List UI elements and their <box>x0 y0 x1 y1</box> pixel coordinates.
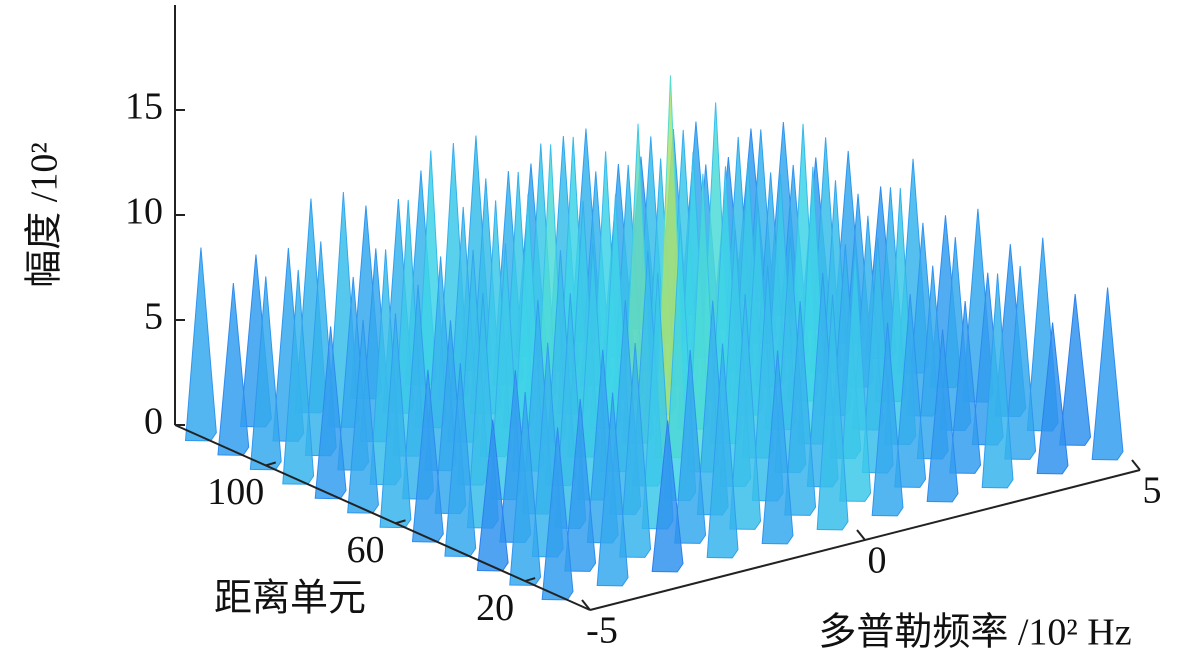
surface <box>184 75 1124 601</box>
surface-spike <box>541 427 574 601</box>
surface-spike <box>509 392 542 586</box>
surface-spike <box>894 294 927 488</box>
surface-spike <box>839 245 872 502</box>
z-tick-label: 0 <box>144 401 163 443</box>
surface-spike <box>347 319 379 514</box>
surface-spike <box>1091 287 1124 461</box>
x-tick <box>581 599 591 611</box>
y-tick <box>395 519 406 525</box>
surface-spike <box>784 301 817 516</box>
z-tick-label: 10 <box>125 191 163 233</box>
surface-spike <box>651 420 684 573</box>
surface-spike <box>729 294 762 530</box>
y-tick <box>524 577 536 583</box>
surface-spike <box>619 343 652 558</box>
surface-spike <box>981 273 1014 489</box>
surface-spike <box>871 322 904 517</box>
surface-spike <box>761 350 794 545</box>
x-axis-label: 多普勒频率 /10² Hz <box>818 612 1131 654</box>
y-tick-label: 60 <box>346 529 384 571</box>
y-tick <box>265 461 277 467</box>
surface-spike <box>1036 322 1069 475</box>
x-tick-label: 0 <box>868 540 887 582</box>
surface-spike <box>816 294 849 531</box>
x-tick-label: -5 <box>586 610 618 652</box>
z-tick-label: 5 <box>144 296 163 338</box>
surface-spike <box>314 326 347 500</box>
y-axis-label: 距离单元 <box>214 578 366 620</box>
y-tick-label: 20 <box>476 587 514 629</box>
surface-spike <box>706 343 739 559</box>
surface-spike <box>564 399 597 572</box>
surface-spike <box>282 269 315 485</box>
surface-spike <box>217 282 250 456</box>
surface-spike <box>249 276 282 471</box>
surface-spike <box>184 247 217 442</box>
z-axis-label: 幅度 /10² <box>24 142 66 287</box>
z-tick-label: 15 <box>125 86 163 128</box>
x-tick <box>856 529 866 541</box>
surface-spike <box>1004 266 1037 460</box>
y-tick-label: 100 <box>207 471 264 513</box>
surface-spike <box>1059 294 1092 446</box>
surface-spike <box>444 363 477 558</box>
surface-spike <box>411 369 444 543</box>
surface-spike <box>379 313 412 529</box>
x-tick-label: 5 <box>1143 470 1162 512</box>
surface-spike <box>674 350 707 544</box>
surface-spike <box>926 329 959 503</box>
surface-spike <box>949 301 982 474</box>
y-axis <box>174 424 591 611</box>
surface-spike <box>596 392 629 587</box>
x-tick <box>1131 459 1141 471</box>
surface-spike <box>476 419 509 572</box>
